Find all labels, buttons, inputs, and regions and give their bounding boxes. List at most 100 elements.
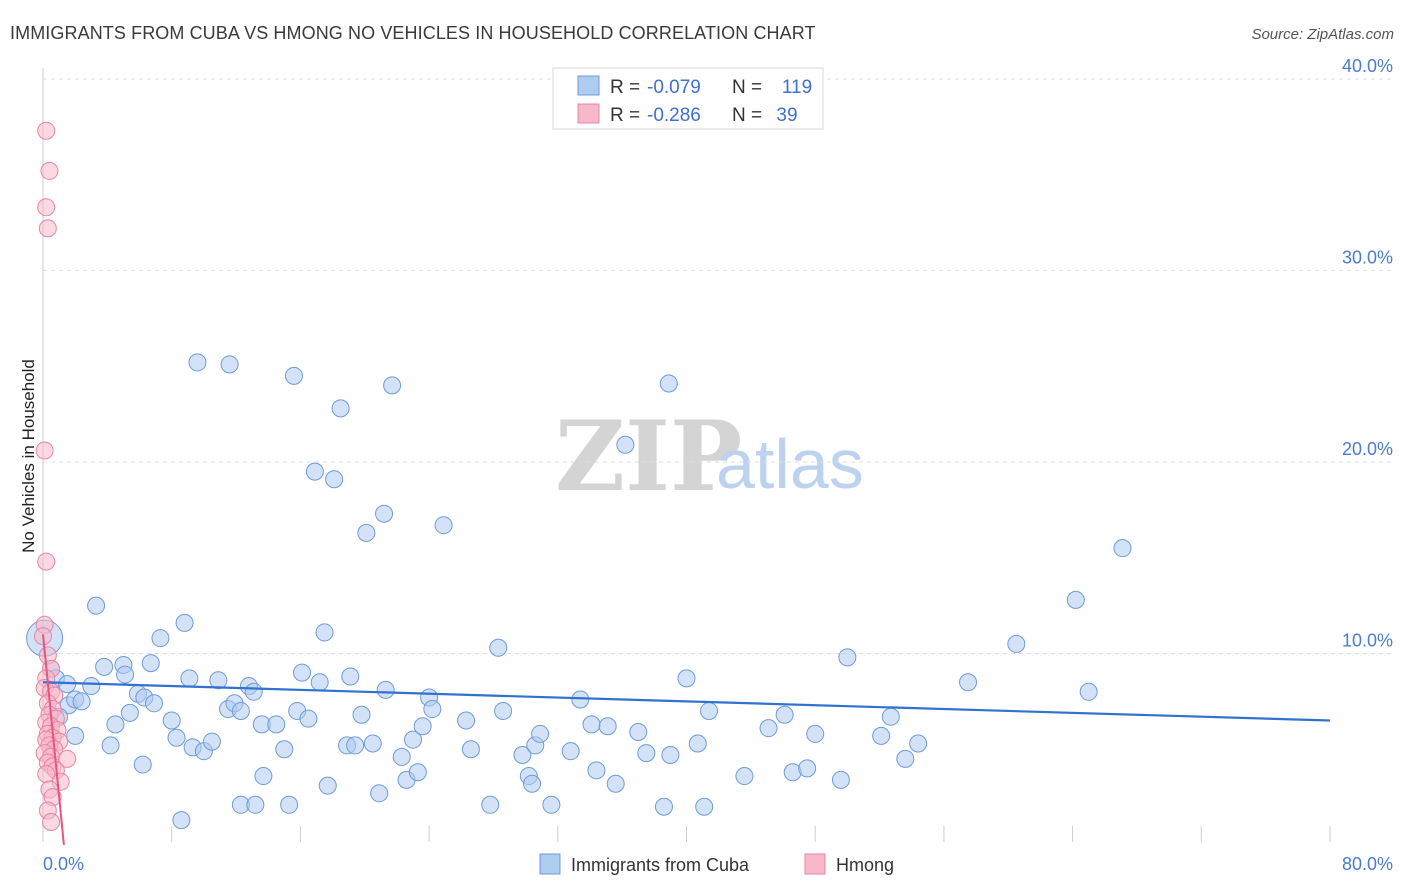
cuba-point [531,724,550,743]
cuba-point [775,705,794,724]
x-tick-labels: 0.0% 80.0% [43,854,1393,874]
cuba-point [254,767,273,786]
cuba-point [244,682,263,701]
cuba-point [162,711,181,730]
cuba-point [82,677,101,696]
cuba-point [145,694,164,713]
hmong-point [38,219,57,238]
cuba-point [376,680,395,699]
cuba-point [1007,634,1026,653]
correlation-legend: R = -0.079 N = 119 R = -0.286 N = 39 [552,67,824,130]
grid-lines [43,78,1392,654]
cuba-point [1066,590,1085,609]
cuba-point [151,629,170,648]
cuba-point [101,736,120,755]
trend-line-cuba [42,681,1331,722]
cuba-point [700,701,719,720]
cuba-point [606,774,625,793]
cuba-point [959,673,978,692]
cuba-point [461,740,480,759]
cuba-point [305,462,324,481]
cuba-point [881,707,900,726]
cuba-point [1113,539,1132,558]
hmong-point [37,198,56,217]
cuba-point [167,728,186,747]
cuba-point [688,734,707,753]
cuba-point [133,755,152,774]
x-tick-label-1: 80.0% [1342,854,1393,874]
cuba-point [561,742,580,761]
cuba-point [293,663,312,682]
legend-swatch-cuba [577,75,600,96]
cuba-point [408,763,427,782]
legend-n-label-1: N = [732,77,762,98]
x-tick-label-0: 0.0% [43,854,84,874]
cuba-point [209,671,228,690]
cuba-point [280,795,299,814]
legend-n-value-1: 119 [782,77,812,98]
hmong-point [58,749,77,768]
chart-title: IMMIGRANTS FROM CUBA VS HMONG NO VEHICLE… [10,23,816,43]
cuba-point [392,747,411,766]
y-tick-labels: 10.0% 20.0% 30.0% 40.0% [1342,56,1393,651]
cuba-point [120,703,139,722]
series-hmong-points [34,121,77,832]
series-legend: Immigrants from Cuba Hmong [539,853,894,875]
cuba-point [325,470,344,489]
cuba-point [404,730,423,749]
hmong-point [37,121,56,140]
cuba-point [318,776,337,795]
cuba-point [87,596,106,615]
cuba-point [315,623,334,642]
cuba-point [582,715,601,734]
cuba-point [413,717,432,736]
cuba-point [654,797,673,816]
cuba-point [246,795,265,814]
cuba-point [629,723,648,742]
cuba-point [616,435,635,454]
cuba-point [494,701,513,720]
cuba-point [331,399,350,418]
legend-n-value-2: 39 [776,105,797,126]
legend-r-label-2: R = [610,105,640,126]
cuba-point [695,797,714,816]
hmong-point [40,161,59,180]
cuba-point [481,795,500,814]
cuba-point [513,745,532,764]
bottom-legend-swatch-hmong [804,853,826,875]
cuba-point [95,657,114,676]
chart-source: Source: ZipAtlas.com [1251,26,1394,43]
y-tick-label-3: 40.0% [1342,56,1393,76]
cuba-point [180,669,199,688]
cuba-point [352,705,371,724]
hmong-point [35,441,54,460]
cuba-point [831,770,850,789]
cuba-point [66,726,85,745]
trend-line-hmong [42,634,65,846]
bottom-legend-label-cuba: Immigrants from Cuba [571,855,750,875]
cuba-point [116,665,135,684]
cuba-point [172,811,191,830]
cuba-point [542,795,561,814]
cuba-point [231,701,250,720]
cuba-point [188,353,207,372]
cuba-point [896,749,915,768]
cuba-point [806,724,825,743]
legend-swatch-hmong [577,103,600,124]
series-cuba-points [26,353,1132,830]
cuba-point [587,761,606,780]
cuba-point [141,654,160,673]
cuba-point [72,692,91,711]
cuba-point [735,767,754,786]
cuba-point [909,734,928,753]
cuba-point [370,784,389,803]
cuba-point [489,638,508,657]
cuba-point [659,374,678,393]
cuba-point [275,740,294,759]
legend-r-label-1: R = [610,77,640,98]
y-tick-label-2: 30.0% [1342,248,1393,268]
y-tick-label-0: 10.0% [1342,631,1393,651]
cuba-point [872,726,891,745]
